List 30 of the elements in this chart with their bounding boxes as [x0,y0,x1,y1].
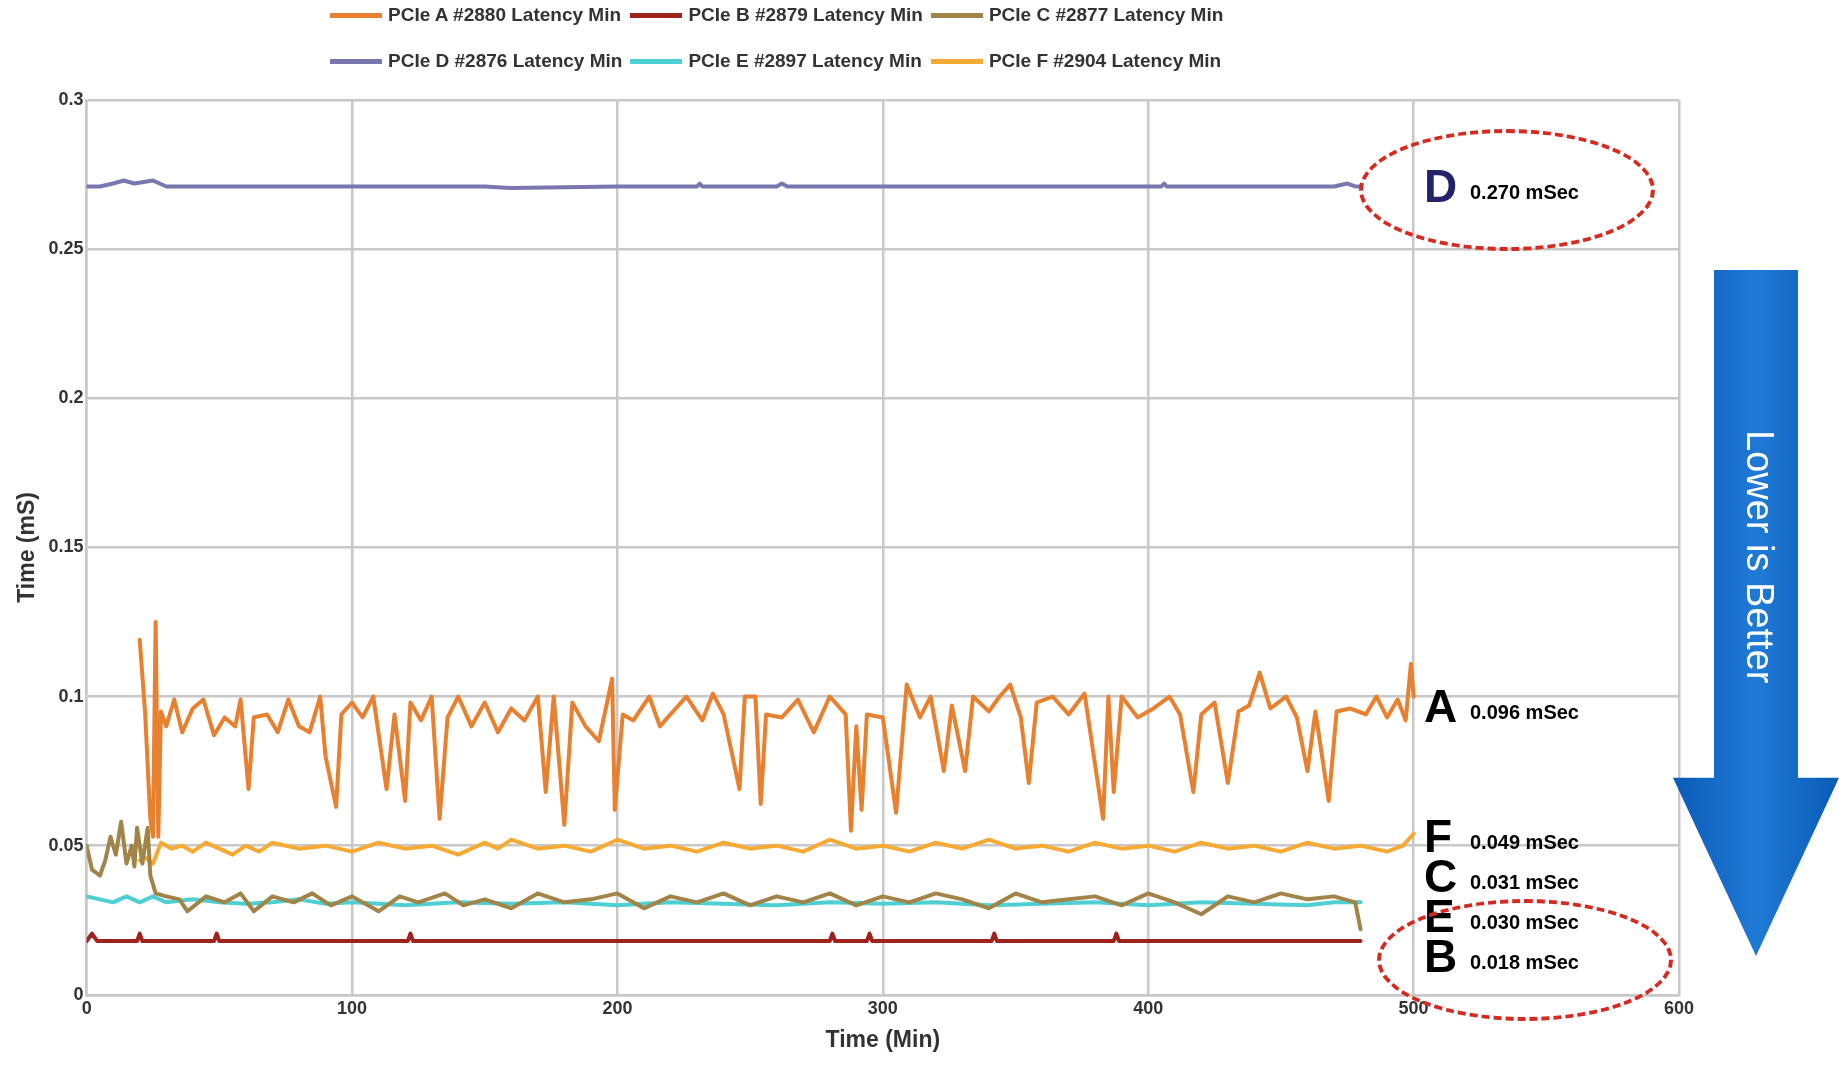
legend-label: PCIe F #2904 Latency Min [988,50,1222,72]
y-tick-label: 0.05 [48,834,84,855]
y-tick-label: 0.1 [58,685,84,706]
annotation: 0.030 mSec [1470,911,1579,933]
annotation: 0.018 mSec [1470,951,1579,973]
legend-label: PCIe A #2880 Latency Min [388,4,622,26]
y-axis-title: Time (mS) [13,492,40,603]
annotation: 0.270 mSec [1470,181,1579,203]
annotation: 0.049 mSec [1470,831,1579,853]
x-tick-label: 100 [337,997,368,1018]
annotation: D [1424,160,1458,212]
x-tick-label: 200 [602,997,633,1018]
legend-label: PCIe E #2897 Latency Min [688,50,922,72]
y-tick-label: 0.15 [48,536,84,557]
annotation: A [1424,680,1458,732]
legend-label: PCIe D #2876 Latency Min [388,50,623,72]
annotation: 0.096 mSec [1470,701,1579,723]
x-tick-label: 400 [1133,997,1164,1018]
legend-label: PCIe B #2879 Latency Min [688,4,923,26]
y-tick-label: 0.25 [48,238,84,259]
y-tick-label: 0.2 [58,387,84,408]
annotation: 0.031 mSec [1470,871,1579,893]
legend-label: PCIe C #2877 Latency Min [988,4,1224,26]
x-axis-title: Time (Min) [825,1025,941,1052]
x-tick-label: 500 [1398,997,1429,1018]
text: Lower is Better [1738,430,1781,684]
x-tick-label: 300 [867,997,898,1018]
y-tick-label: 0 [73,983,84,1004]
x-tick-label: 600 [1663,997,1695,1018]
y-tick-label: 0.3 [58,88,84,109]
